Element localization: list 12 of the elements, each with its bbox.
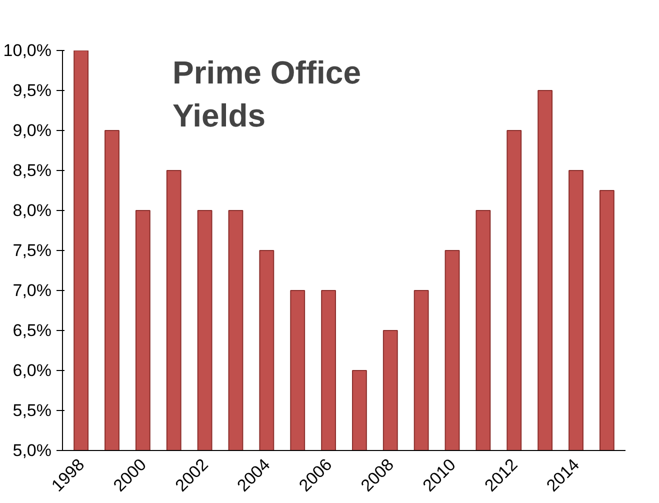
y-tick-label: 9,5% [12, 81, 52, 100]
y-tick-label: 7,5% [12, 241, 52, 260]
y-tick-label: 7,0% [12, 281, 52, 300]
y-tick-label: 6,0% [12, 361, 52, 380]
text: Prime Office Yields [172, 54, 362, 134]
y-tick-label: 10,0% [3, 41, 52, 60]
y-tick-label: 8,0% [12, 201, 52, 220]
y-tick-label: 8,5% [12, 161, 52, 180]
y-tick-label: 6,5% [12, 321, 52, 340]
y-tick-label: 5,0% [12, 441, 52, 460]
y-tick-label: 5,5% [12, 401, 52, 420]
y-tick-label: 9,0% [12, 121, 52, 140]
